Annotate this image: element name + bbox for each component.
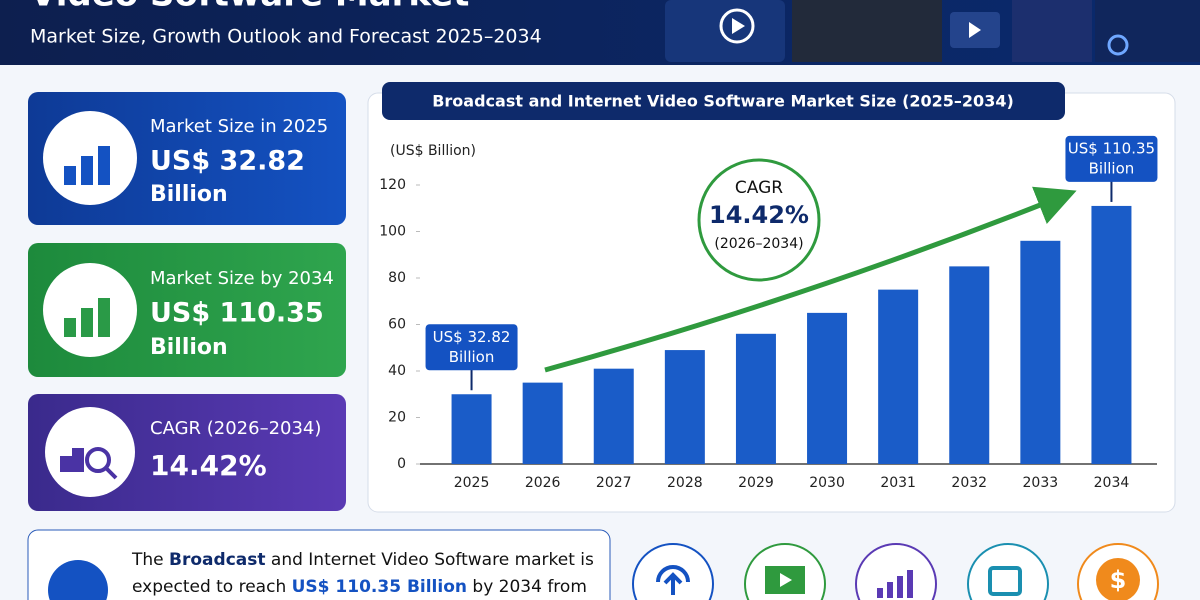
- y-tick-label: 0: [397, 456, 406, 472]
- card-value: 14.42%: [150, 449, 267, 482]
- feature-icon: [632, 543, 714, 600]
- feature-icon: [877, 570, 913, 598]
- summary-line: expected to reach US$ 110.35 Billion by …: [132, 577, 587, 597]
- y-tick-label: 80: [388, 270, 406, 286]
- card-label: Market Size in 2025: [150, 116, 328, 137]
- summary-text: and Internet Video Software market is: [266, 550, 595, 570]
- bar: [522, 382, 563, 464]
- y-tick-label: 120: [379, 177, 406, 193]
- play-icon: [732, 18, 745, 34]
- x-tick-label: 2032: [951, 475, 987, 491]
- chart-title-banner: [382, 82, 1065, 120]
- bar: [878, 289, 919, 464]
- feature-icon: [656, 565, 690, 595]
- callout-text: US$ 110.35: [1068, 139, 1155, 157]
- callout-box: [1065, 135, 1158, 182]
- summary-emphasis: Broadcast: [169, 550, 265, 570]
- plot: 0 20 40 60 80 100 120 2025 2026 2027 2028 2029 2030 2…: [379, 135, 1158, 491]
- bar: [1020, 240, 1061, 464]
- y-tick-label: 20: [388, 410, 406, 426]
- cagr-period: (2026–2034): [714, 236, 803, 252]
- card-icon: [85, 447, 111, 473]
- y-axis-label: (US$ Billion): [390, 143, 476, 159]
- growth-arrow: [544, 186, 1077, 373]
- x-tick-label: 2033: [1023, 475, 1059, 491]
- callout-text: US$ 32.82: [433, 328, 511, 346]
- header-image: [665, 0, 785, 62]
- bar: [807, 312, 848, 464]
- callout-text: Billion: [449, 348, 495, 366]
- megaphone-icon: [48, 560, 108, 600]
- x-tick-label: 2027: [596, 475, 632, 491]
- card-label: CAGR (2026–2034): [150, 418, 321, 439]
- callout-box: [425, 324, 518, 371]
- feature-icon: [1096, 558, 1140, 600]
- feature-icon: [780, 573, 792, 587]
- cagr-label: CAGR: [735, 178, 783, 198]
- chart-title: Broadcast and Internet Video Software Ma…: [432, 92, 1014, 111]
- cagr-badge: [697, 158, 821, 282]
- callout-text: Billion: [1089, 159, 1135, 177]
- cagr-value: 14.42%: [709, 201, 809, 229]
- gear-icon: [1107, 34, 1129, 56]
- x-tick-label: 2029: [738, 475, 774, 491]
- subtitle: Market Size, Growth Outlook and Forecast…: [30, 26, 542, 48]
- x-tick-label: 2031: [880, 475, 916, 491]
- play-icon: [719, 8, 755, 44]
- card-icon: [64, 298, 110, 337]
- bar: [664, 350, 705, 464]
- bar: [1091, 205, 1132, 465]
- x-tick-label: 2026: [525, 475, 561, 491]
- card-label: Market Size by 2034: [150, 268, 334, 289]
- card-unit: Billion: [150, 182, 228, 207]
- x-tick-label: 2034: [1094, 475, 1130, 491]
- summary-emphasis: US$ 110.35 Billion: [292, 577, 467, 597]
- feature-icon: [967, 543, 1049, 600]
- bar: [593, 368, 634, 464]
- summary-text: expected to reach: [132, 577, 292, 597]
- header-image: [1012, 0, 1092, 62]
- x-tick-label: 2028: [667, 475, 703, 491]
- y-tick-label: 60: [388, 317, 406, 333]
- y-tick-label: 40: [388, 363, 406, 379]
- bar: [949, 266, 990, 464]
- summary-line: The Broadcast and Internet Video Softwar…: [131, 550, 594, 570]
- feature-icon: [988, 566, 1022, 596]
- title: Video Software Market: [30, 0, 469, 15]
- header-image: [792, 0, 942, 62]
- x-tick-label: 2030: [809, 475, 845, 491]
- bar: [451, 394, 492, 464]
- feature-icon: $: [1110, 566, 1127, 594]
- header-image: [1095, 0, 1200, 62]
- x-tick-label: 2025: [454, 475, 490, 491]
- y-tick-label: 100: [379, 224, 406, 240]
- summary-text: The: [131, 550, 169, 570]
- feature-icon: [855, 543, 937, 600]
- card-icon: [64, 146, 110, 185]
- card-icon: [60, 448, 118, 480]
- bar: [735, 333, 776, 464]
- card-value: US$ 110.35: [150, 298, 324, 329]
- summary-box: [27, 529, 611, 600]
- summary-text: by 2034 from: [467, 577, 587, 597]
- play-icon: [969, 22, 981, 38]
- card-value: US$ 32.82: [150, 146, 305, 177]
- card-unit: Billion: [150, 335, 228, 360]
